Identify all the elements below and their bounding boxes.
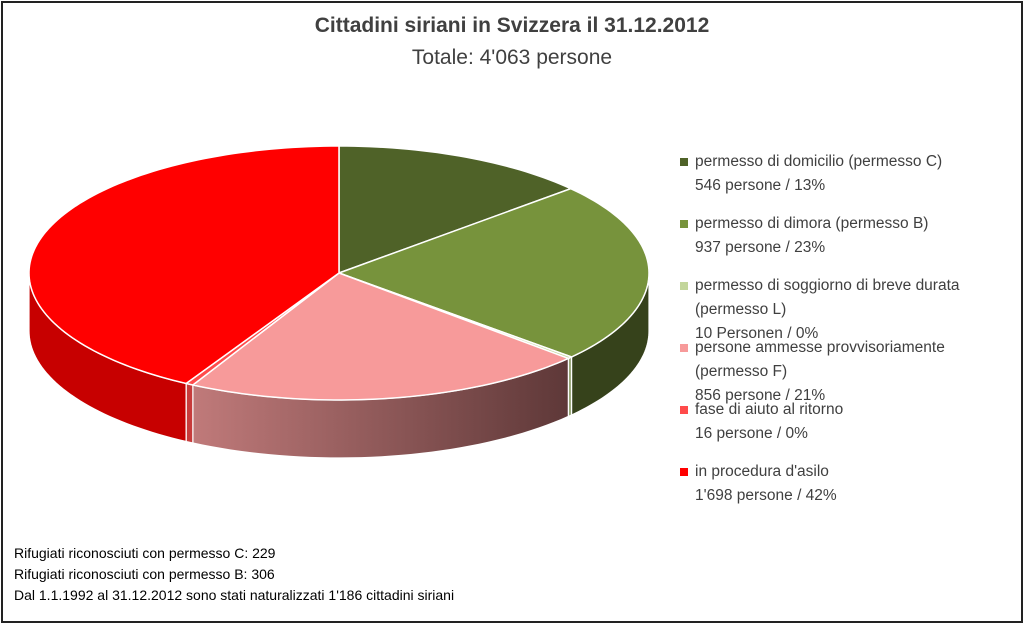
legend-value: 16 persone / 0% [695,425,808,442]
pie-slice-permesso-di-domicilio-permesso-c [338,145,573,275]
legend-label: in procedura d'asilo [695,463,829,480]
pie-slice-persone-ammesse-provvisoriamente-permesso-f [191,272,571,401]
legend-label: fase di aiuto al ritorno [695,401,844,418]
legend-item: persone ammesse provvisoriamente (permes… [680,336,1000,408]
legend-swatch [680,158,688,166]
legend-label: permesso di dimora (permesso B) [695,215,929,232]
legend-swatch [680,220,688,228]
legend-swatch [680,468,688,476]
legend-item: in procedura d'asilo 1'698 persone / 42% [680,460,1000,508]
pie-tops [28,145,650,401]
legend-value: 856 persone / 21% [695,387,826,404]
legend-item: permesso di soggiorno di breve durata (p… [680,274,1000,346]
footnotes: Rifugiati riconosciuti con permesso C: 2… [14,543,454,606]
legend-swatch [680,406,688,414]
legend-item: permesso di dimora (permesso B) 937 pers… [680,212,1000,260]
legend-item: permesso di domicilio (permesso C) 546 p… [680,150,1000,198]
pie-side-fase-di-aiuto-al-ritorno [185,382,194,444]
legend-label: persone ammesse provvisoriamente (permes… [695,339,945,380]
pie-slice-permesso-di-dimora-permesso-b [336,187,650,358]
chart-subtitle: Totale: 4'063 persone [411,46,613,69]
legend-item: fase di aiuto al ritorno 16 persone / 0% [680,398,1000,446]
legend-label: permesso di domicilio (permesso C) [695,153,943,170]
legend-label: permesso di soggiorno di breve durata (p… [695,277,960,318]
pie-slice-in-procedura-d-asilo [28,145,340,385]
legend-value: 937 persone / 23% [695,239,826,256]
footnote: Dal 1.1.1992 al 31.12.2012 sono stati na… [14,587,455,603]
footnote: Rifugiati riconosciuti con permesso B: 3… [14,566,275,582]
legend-value: 1'698 persone / 42% [695,487,837,504]
legend-swatch [680,282,688,290]
legend-swatch [680,344,688,352]
legend-value: 546 persone / 13% [695,177,826,194]
footnote: Rifugiati riconosciuti con permesso C: 2… [14,545,276,561]
legend-value: 10 Personen / 0% [695,325,819,342]
chart-title: Cittadini siriani in Svizzera il 31.12.2… [314,14,710,37]
